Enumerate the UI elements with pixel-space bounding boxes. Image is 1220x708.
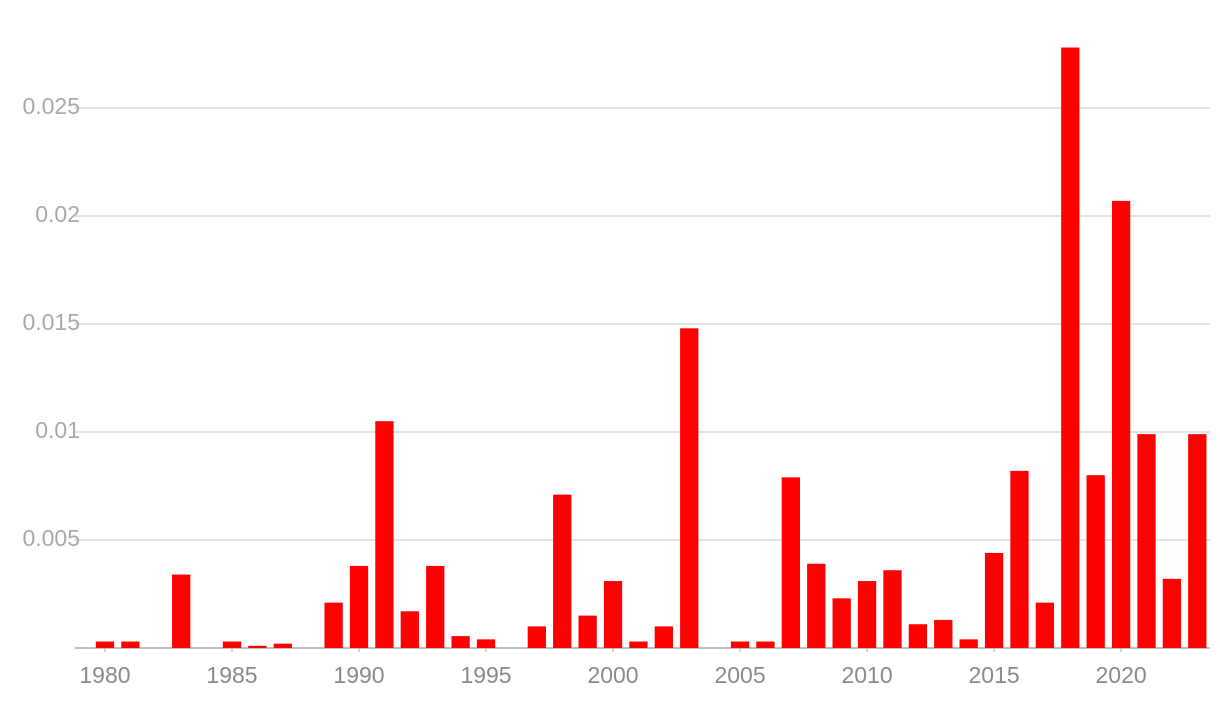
bar <box>426 565 445 648</box>
bar <box>883 570 902 648</box>
bar <box>984 552 1004 648</box>
bar <box>1111 200 1131 648</box>
x-tick-label: 2015 <box>968 662 1019 688</box>
bar <box>603 581 623 648</box>
bar <box>629 641 648 648</box>
bar <box>908 624 928 648</box>
x-tick-label: 2005 <box>714 662 765 688</box>
bar <box>1137 434 1156 648</box>
x-tick-label: 1980 <box>79 662 130 688</box>
bar <box>1010 470 1029 648</box>
bar <box>756 641 775 648</box>
bar <box>1188 434 1207 648</box>
bar <box>400 611 419 648</box>
bar <box>832 598 851 648</box>
bar <box>324 602 343 648</box>
bar <box>121 641 140 648</box>
bar <box>451 636 470 648</box>
y-tick-label: 0.025 <box>22 93 80 119</box>
x-tick-label: 1990 <box>333 662 384 688</box>
bar <box>1061 47 1080 648</box>
bar <box>654 626 673 648</box>
y-tick-label: 0.015 <box>22 309 80 335</box>
bar <box>349 565 369 648</box>
bar <box>680 328 699 648</box>
x-tick-label: 1995 <box>460 662 511 688</box>
bar <box>781 477 801 648</box>
bar <box>730 641 750 648</box>
bar <box>273 643 292 648</box>
x-tick-label: 2000 <box>587 662 638 688</box>
bar <box>248 645 267 648</box>
x-tick-label: 2020 <box>1096 662 1147 688</box>
bar <box>476 639 496 648</box>
bar <box>375 421 394 648</box>
bar <box>934 619 953 648</box>
bar <box>172 574 191 648</box>
bar <box>578 615 597 648</box>
bar <box>959 639 978 648</box>
y-tick-label: 0.005 <box>22 525 80 551</box>
x-tick-label: 1985 <box>206 662 257 688</box>
bar <box>1035 602 1055 648</box>
bar <box>222 641 242 648</box>
y-tick-label: 0.02 <box>35 201 80 227</box>
bar <box>1086 475 1105 648</box>
bar <box>553 494 572 648</box>
bar <box>857 581 877 648</box>
x-tick-label: 2010 <box>841 662 892 688</box>
y-tick-label: 0.01 <box>35 417 80 443</box>
bar <box>527 626 546 648</box>
bar <box>807 563 826 648</box>
bar <box>1162 578 1182 648</box>
bar <box>95 641 115 648</box>
